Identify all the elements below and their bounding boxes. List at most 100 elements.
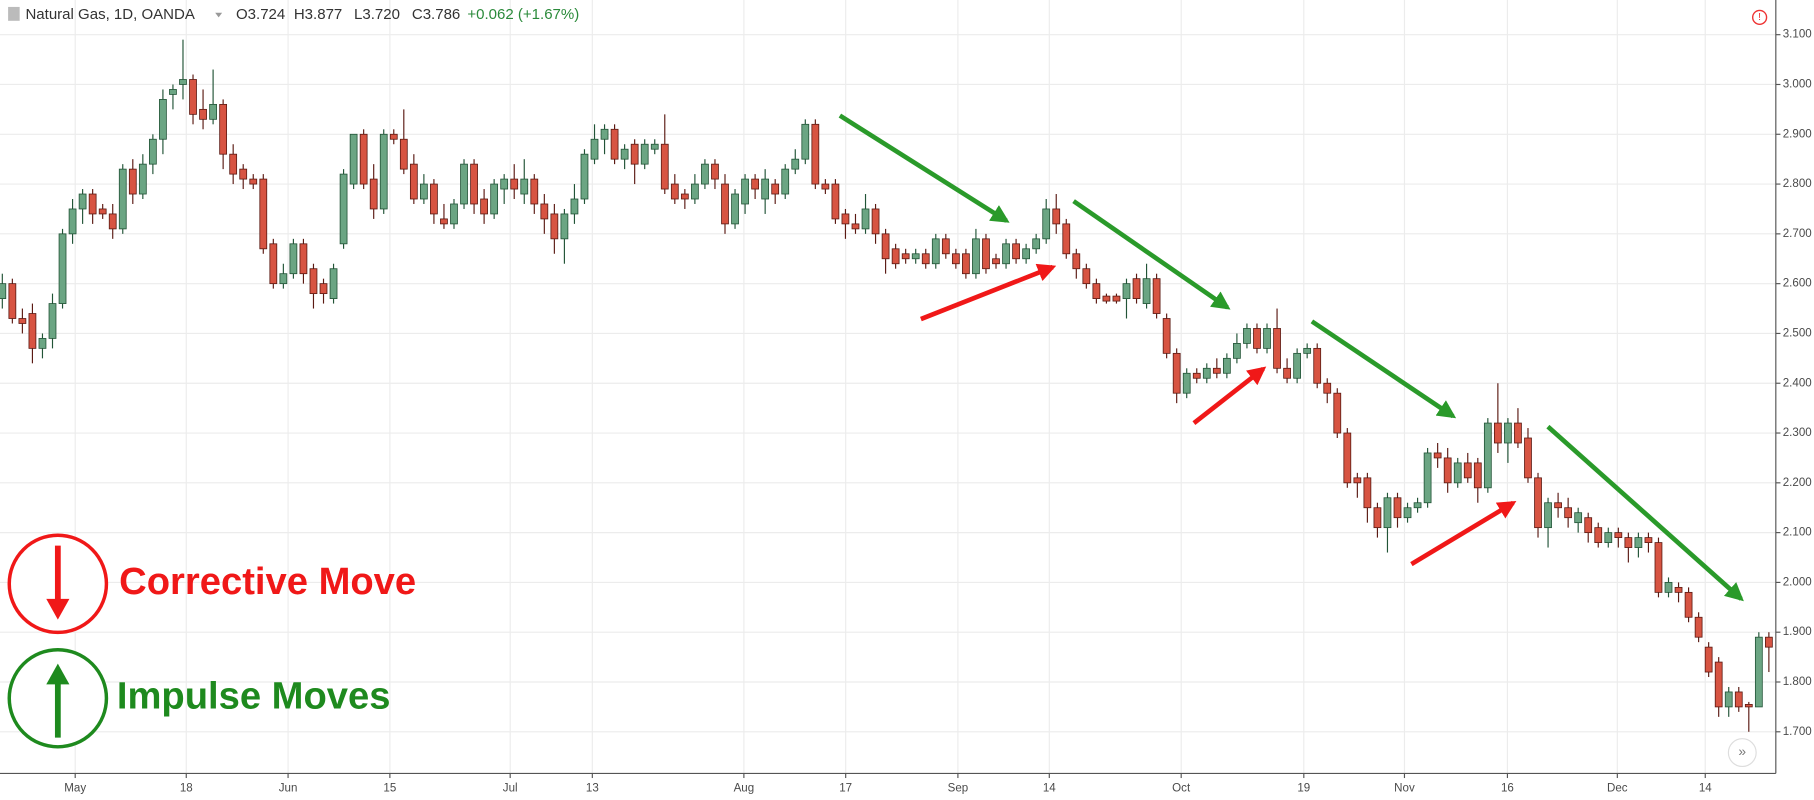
- candle-body: [771, 183, 780, 195]
- candle-body: [630, 143, 639, 165]
- candle-body: [1514, 422, 1522, 444]
- candle-body: [1012, 243, 1020, 260]
- candle-body: [1333, 392, 1342, 434]
- candle-body: [1022, 248, 1030, 260]
- candle-body: [1162, 318, 1171, 354]
- candle-body: [811, 123, 820, 185]
- y-tick-label: 3.000: [1783, 79, 1812, 91]
- candle-body: [821, 183, 830, 190]
- x-tick-label: Aug: [734, 782, 755, 794]
- candle-body: [78, 193, 87, 210]
- candle-body: [751, 178, 759, 190]
- candle-body: [620, 148, 629, 160]
- candle-body: [761, 178, 770, 200]
- candle-body: [891, 248, 900, 265]
- candle-body: [279, 273, 288, 285]
- candle-body: [1233, 342, 1241, 359]
- grid: [0, 0, 1776, 774]
- candle-body: [570, 198, 579, 215]
- candle-body: [490, 183, 499, 215]
- candle-body: [861, 208, 870, 230]
- candle-body: [359, 133, 368, 185]
- candle-body: [1192, 372, 1201, 379]
- impulse-arrow: [838, 113, 1010, 223]
- candle-body: [409, 163, 418, 200]
- y-tick-label: 1.800: [1783, 676, 1812, 688]
- low: L3.720: [354, 6, 400, 23]
- alert-icon[interactable]: [1751, 9, 1768, 25]
- scroll-button[interactable]: [1727, 738, 1757, 768]
- candle-body: [590, 138, 599, 160]
- corrective-arrow: [1192, 366, 1267, 425]
- candle-body: [1072, 253, 1081, 270]
- candle-body: [610, 128, 619, 160]
- candle-body: [1323, 382, 1332, 394]
- impulse-icon-head: [46, 663, 70, 685]
- candle-body: [1473, 462, 1482, 489]
- candle-body: [369, 178, 378, 210]
- candle-body: [731, 193, 739, 225]
- candle-body: [1303, 347, 1312, 354]
- candle-body: [229, 153, 238, 175]
- symbol[interactable]: Natural Gas, 1D, OANDA: [25, 6, 194, 23]
- arrows: [838, 113, 1744, 602]
- candle-body: [269, 243, 278, 285]
- dropdown-icon[interactable]: [215, 12, 223, 18]
- candle-body: [831, 183, 840, 220]
- candle-body: [560, 213, 569, 240]
- candle-body: [931, 238, 940, 265]
- candle-body: [259, 178, 268, 250]
- y-tick-label: 3.100: [1783, 29, 1812, 41]
- candle-body: [1564, 507, 1573, 519]
- candle-body: [1062, 223, 1071, 255]
- candle-body: [1423, 452, 1432, 504]
- candle-body: [881, 233, 890, 260]
- candle-body: [1032, 238, 1041, 250]
- candle-body: [1674, 586, 1683, 593]
- impulse-label: Impulse Moves: [117, 674, 391, 717]
- candle-body: [1624, 537, 1633, 548]
- candle-body: [329, 268, 338, 299]
- candle-body: [1574, 512, 1583, 524]
- candle-body: [1594, 527, 1603, 543]
- candle-body: [339, 173, 348, 245]
- scroll-icon: »: [1738, 743, 1746, 759]
- candle-body: [1604, 532, 1613, 543]
- y-tick-label: 2.300: [1783, 427, 1812, 439]
- x-tick-label: May: [64, 782, 86, 794]
- candle-body: [962, 253, 970, 275]
- candle-body: [450, 203, 458, 225]
- y-tick-label: 2.700: [1783, 228, 1812, 240]
- candle-body: [1704, 646, 1713, 673]
- y-tick-label: 2.600: [1783, 278, 1812, 290]
- candle-body: [470, 163, 478, 205]
- candle-body: [901, 253, 910, 260]
- candle-body: [992, 258, 1000, 265]
- candle-body: [309, 268, 318, 295]
- candle-body: [1694, 616, 1703, 638]
- x-tick-label: Jun: [279, 782, 298, 794]
- candle-body: [1353, 477, 1362, 484]
- y-tick-label: 1.700: [1783, 726, 1812, 738]
- candle-body: [118, 168, 127, 230]
- candle-body: [189, 79, 197, 115]
- candle-body: [1654, 542, 1663, 593]
- candle-body: [741, 178, 749, 205]
- candle-body: [1584, 517, 1593, 534]
- corrective-icon-head: [46, 598, 70, 620]
- candle-body: [148, 138, 157, 165]
- impulse-arrow: [1310, 319, 1457, 419]
- candle-body: [1263, 328, 1271, 349]
- header-icon: [8, 6, 20, 21]
- high: H3.877: [294, 6, 342, 23]
- corrective-arrow: [920, 263, 1057, 322]
- candle-body: [660, 143, 669, 190]
- candle-body: [179, 79, 187, 85]
- candle-body: [1243, 328, 1251, 344]
- candle-body: [0, 283, 7, 299]
- candle-body: [982, 238, 990, 270]
- candle-body: [1082, 268, 1091, 285]
- candle-body: [430, 183, 438, 215]
- candle-body: [1142, 278, 1151, 304]
